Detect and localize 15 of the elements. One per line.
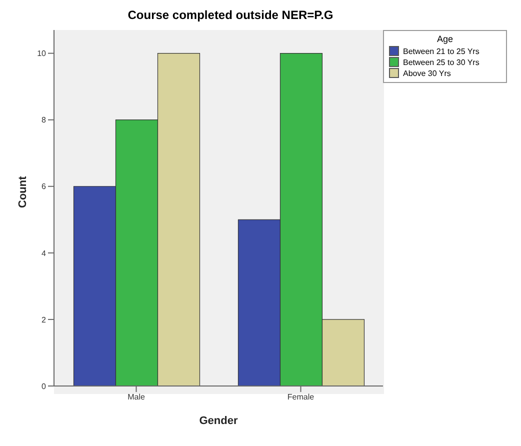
legend-label: Between 21 to 25 Yrs	[403, 46, 480, 56]
legend-label: Above 30 Yrs	[403, 68, 451, 78]
legend-label: Between 25 to 30 Yrs	[403, 58, 480, 66]
y-tick-label: 8	[42, 116, 47, 125]
y-tick-label: 2	[42, 315, 47, 324]
y-axis-title: Count	[16, 176, 29, 208]
chart-title: Course completed outside NER=P.G	[126, 8, 334, 22]
y-tick-label: 0	[42, 382, 47, 391]
legend-title: Age	[436, 34, 454, 44]
y-tick-label: 6	[42, 182, 47, 192]
x-axis-title: Gender	[199, 415, 238, 427]
x-tick-label: Female	[287, 392, 315, 402]
x-tick-label: Male	[128, 392, 146, 402]
y-tick-label: 10	[37, 49, 47, 58]
y-tick-label: 4	[42, 248, 47, 258]
